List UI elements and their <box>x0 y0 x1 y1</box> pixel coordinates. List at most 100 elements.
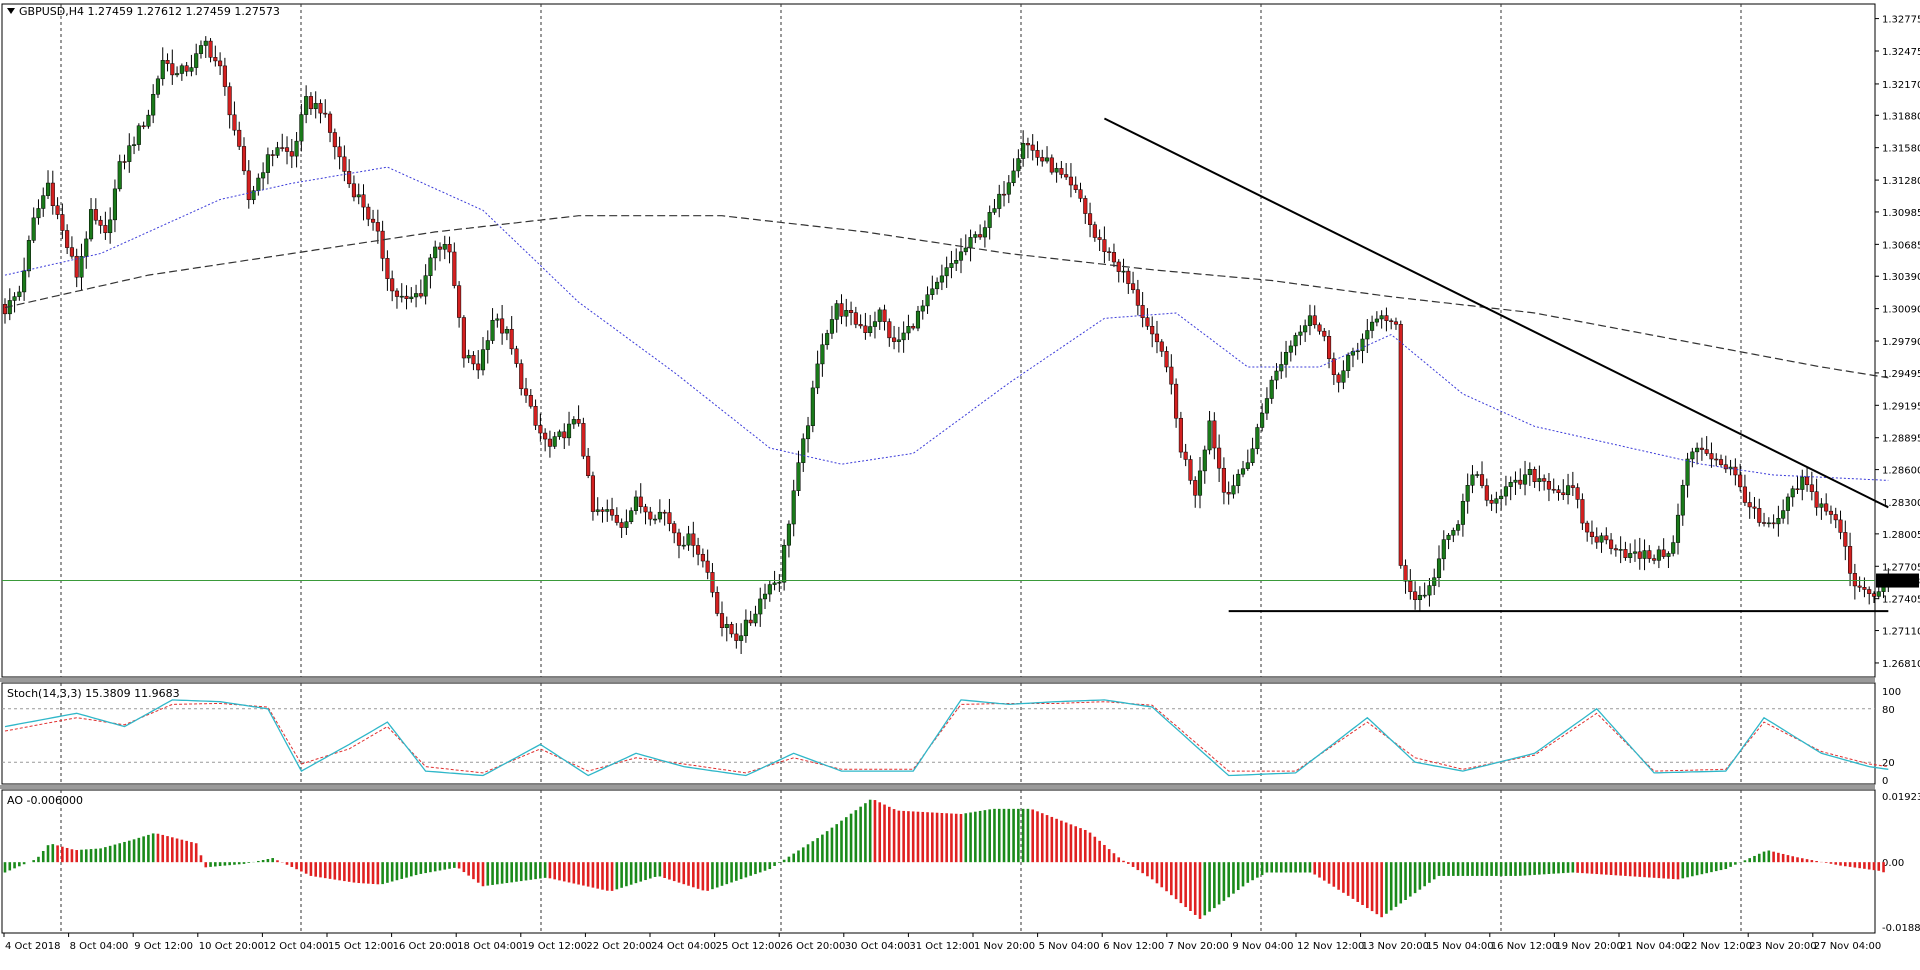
candle-body <box>232 114 237 131</box>
candle-body <box>1843 532 1848 547</box>
candle-body <box>1317 324 1322 332</box>
candle-body <box>504 328 509 334</box>
candle-body <box>332 132 337 148</box>
stoch-y-tick-label: 80 <box>1882 705 1895 716</box>
candle-body <box>1260 412 1265 428</box>
candle-body <box>911 326 916 329</box>
y-tick-label: 1.32170 <box>1882 80 1920 91</box>
candle-body <box>418 293 423 297</box>
stoch-signal-line <box>4 701 1889 774</box>
candle-body <box>1761 522 1767 524</box>
candle-body <box>1427 585 1432 596</box>
panel-separator <box>0 785 1875 789</box>
candle-body <box>519 363 524 390</box>
stoch-y-tick-label: 100 <box>1882 687 1901 698</box>
stoch-y-tick-label: 0 <box>1882 776 1888 787</box>
candle-body <box>1164 351 1169 368</box>
candle-body <box>1327 336 1332 359</box>
candle-body <box>1054 168 1059 173</box>
candle-body <box>610 509 615 516</box>
x-tick-label: 15 Oct 12:00 <box>328 941 393 952</box>
candle-body <box>1742 486 1747 503</box>
candle-body <box>65 230 70 248</box>
x-tick-label: 12 Oct 04:00 <box>263 941 328 952</box>
candle-body <box>949 263 954 268</box>
candle-body <box>385 258 390 279</box>
candle-body <box>237 129 242 147</box>
candle-body <box>318 103 323 114</box>
candle-body <box>1413 591 1418 600</box>
candle-body <box>772 582 777 585</box>
candle-body <box>1245 462 1250 469</box>
candle-body <box>1135 289 1140 306</box>
candle-body <box>500 318 505 334</box>
candle-body <box>1283 352 1289 365</box>
candle-body <box>786 523 791 546</box>
candle-body <box>69 247 74 257</box>
candle-body <box>1446 534 1451 540</box>
candle-body <box>619 522 624 528</box>
candle-body <box>1011 170 1016 183</box>
collapse-triangle-icon[interactable] <box>7 8 15 14</box>
stoch-header: Stoch(14,3,3) 15.3809 11.9683 <box>7 687 180 700</box>
candle-body <box>1322 330 1327 337</box>
candle-body <box>79 256 84 278</box>
candle-body <box>915 310 921 329</box>
candle-body <box>762 593 768 600</box>
candle-body <box>1197 470 1203 496</box>
candle-body <box>1202 449 1207 472</box>
candle-body <box>944 267 949 277</box>
candle-body <box>547 438 552 447</box>
ma-slow-line <box>4 215 1889 379</box>
candle-body <box>1107 251 1112 253</box>
candles <box>2 36 1891 654</box>
candle-body <box>1527 469 1532 476</box>
y-tick-label: 1.27705 <box>1882 562 1920 573</box>
x-tick-label: 23 Nov 20:00 <box>1749 941 1816 952</box>
candle-body <box>1097 237 1102 240</box>
candle-body <box>1059 168 1064 175</box>
candle-body <box>1255 427 1260 449</box>
candle-body <box>1838 519 1843 533</box>
candle-body <box>84 238 89 257</box>
candle-body <box>442 244 447 250</box>
candle-body <box>1470 474 1475 486</box>
candle-body <box>1661 549 1666 557</box>
candle-body <box>1632 551 1638 554</box>
candle-body <box>141 125 146 128</box>
candle-body <box>184 65 189 72</box>
candle-body <box>371 218 376 223</box>
candle-body <box>480 349 486 371</box>
candle-body <box>590 475 595 512</box>
candle-body <box>1613 548 1618 551</box>
symbol-line: GBPUSD,H4 1.27459 1.27612 1.27459 1.2757… <box>19 5 280 18</box>
candle-body <box>863 325 868 333</box>
candle-body <box>1064 174 1069 178</box>
candle-body <box>26 240 31 272</box>
candle-body <box>366 206 371 220</box>
candle-body <box>1016 158 1021 172</box>
candle-body <box>108 219 113 234</box>
candle-body <box>782 544 787 583</box>
candle-body <box>523 388 529 396</box>
candle-body <box>1680 485 1685 516</box>
candle-body <box>600 509 605 512</box>
candle-body <box>265 154 270 173</box>
candle-body <box>1030 144 1035 151</box>
candle-body <box>801 438 806 463</box>
candle-body <box>423 275 428 297</box>
candle-body <box>390 278 395 292</box>
ao-header: AO -0.006000 <box>7 794 83 807</box>
y-tick-label: 1.31580 <box>1882 144 1920 155</box>
candle-body <box>868 326 873 333</box>
candle-body <box>1656 549 1661 561</box>
candle-body <box>882 309 887 322</box>
x-tick-label: 12 Nov 12:00 <box>1297 941 1364 952</box>
candle-body <box>1709 453 1714 460</box>
candle-body <box>1288 345 1293 353</box>
candle-body <box>1503 486 1508 497</box>
candle-body <box>1360 338 1365 352</box>
candle-body <box>1824 503 1829 512</box>
candle-body <box>1154 333 1160 343</box>
candle-body <box>1833 514 1838 521</box>
